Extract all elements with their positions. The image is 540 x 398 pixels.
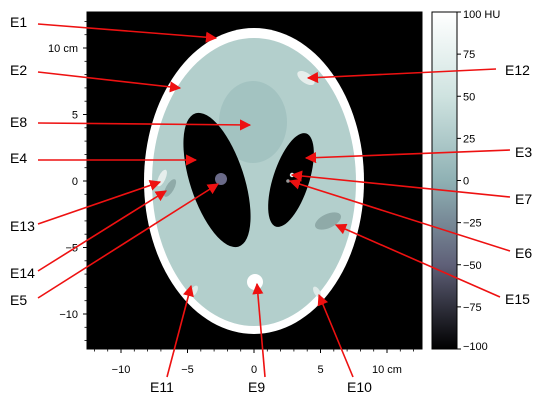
label-e13: E13	[10, 218, 35, 234]
label-e3: E3	[515, 144, 532, 160]
label-e7: E7	[515, 191, 532, 207]
arrow-e8	[37, 119, 252, 131]
label-e8: E8	[10, 114, 27, 130]
arrow-e3	[304, 149, 511, 164]
arrow-e2	[37, 71, 182, 93]
label-e6: E6	[515, 245, 532, 261]
label-e4: E4	[10, 150, 27, 166]
colorbar-tick-label: 75	[463, 49, 475, 61]
y-tick-label: 0	[72, 176, 78, 188]
label-e12: E12	[505, 62, 530, 78]
annotation-labels: E1 E2 E3 E4 E5 E6 E7 E8 E9 E10 E11 E12 E13 E14 E15	[10, 14, 532, 395]
x-tick-label: 0	[251, 364, 257, 376]
colorbar-tick-label: 0	[463, 176, 469, 188]
colorbar-tick-label: 50	[463, 91, 475, 103]
colorbar	[431, 11, 458, 350]
colorbar-axis: 100 HU 75 50 25 0 −25 −50 −75 −100	[457, 9, 500, 353]
label-e11: E11	[150, 379, 174, 395]
dot-e6	[286, 179, 290, 183]
arrow-e12	[306, 68, 497, 84]
lesion-circle-e5	[215, 173, 227, 185]
label-e9: E9	[248, 379, 265, 395]
arrow-e1	[37, 23, 218, 43]
arrow-e13	[37, 179, 162, 225]
arrow-e10	[317, 293, 354, 378]
label-e5: E5	[10, 292, 27, 308]
arrow-e15	[334, 223, 501, 298]
arrow-e6	[288, 178, 511, 252]
arrow-e14	[37, 190, 167, 272]
arrow-e9	[252, 282, 266, 378]
x-tick-label: 5	[317, 364, 323, 376]
arrow-e7	[290, 170, 511, 198]
colorbar-tick-label: 100 HU	[463, 9, 500, 21]
label-e15: E15	[505, 291, 530, 307]
colorbar-tick-label: −100	[463, 341, 488, 353]
x-tick-label: −5	[181, 364, 194, 376]
label-e10: E10	[347, 379, 372, 395]
x-tick-label: 10 cm	[372, 364, 402, 376]
x-tick-label: −10	[112, 364, 131, 376]
small-ellipse-e14	[163, 179, 177, 197]
colorbar-tick-label: −25	[463, 218, 482, 230]
bright-circle-e9	[247, 274, 263, 290]
colorbar-tick-label: −75	[463, 302, 482, 314]
x-axis: −10 −5 0 5 10 cm	[94, 349, 415, 376]
y-tick-label: 10 cm	[48, 43, 78, 55]
annotation-arrows	[37, 23, 511, 378]
y-tick-label: 5	[72, 110, 78, 122]
small-ellipse-e15	[314, 212, 342, 230]
label-e2: E2	[10, 62, 27, 78]
central-ellipse-e8	[219, 81, 287, 163]
colorbar-tick-label: −50	[463, 260, 482, 272]
arrow-e5	[37, 183, 219, 299]
brain-ellipse-e2	[152, 38, 356, 326]
arrow-e11	[166, 284, 194, 378]
y-tick-label: −10	[59, 309, 78, 321]
label-e14: E14	[10, 265, 35, 281]
label-e1: E1	[10, 14, 27, 30]
colorbar-tick-label: 25	[463, 133, 475, 145]
